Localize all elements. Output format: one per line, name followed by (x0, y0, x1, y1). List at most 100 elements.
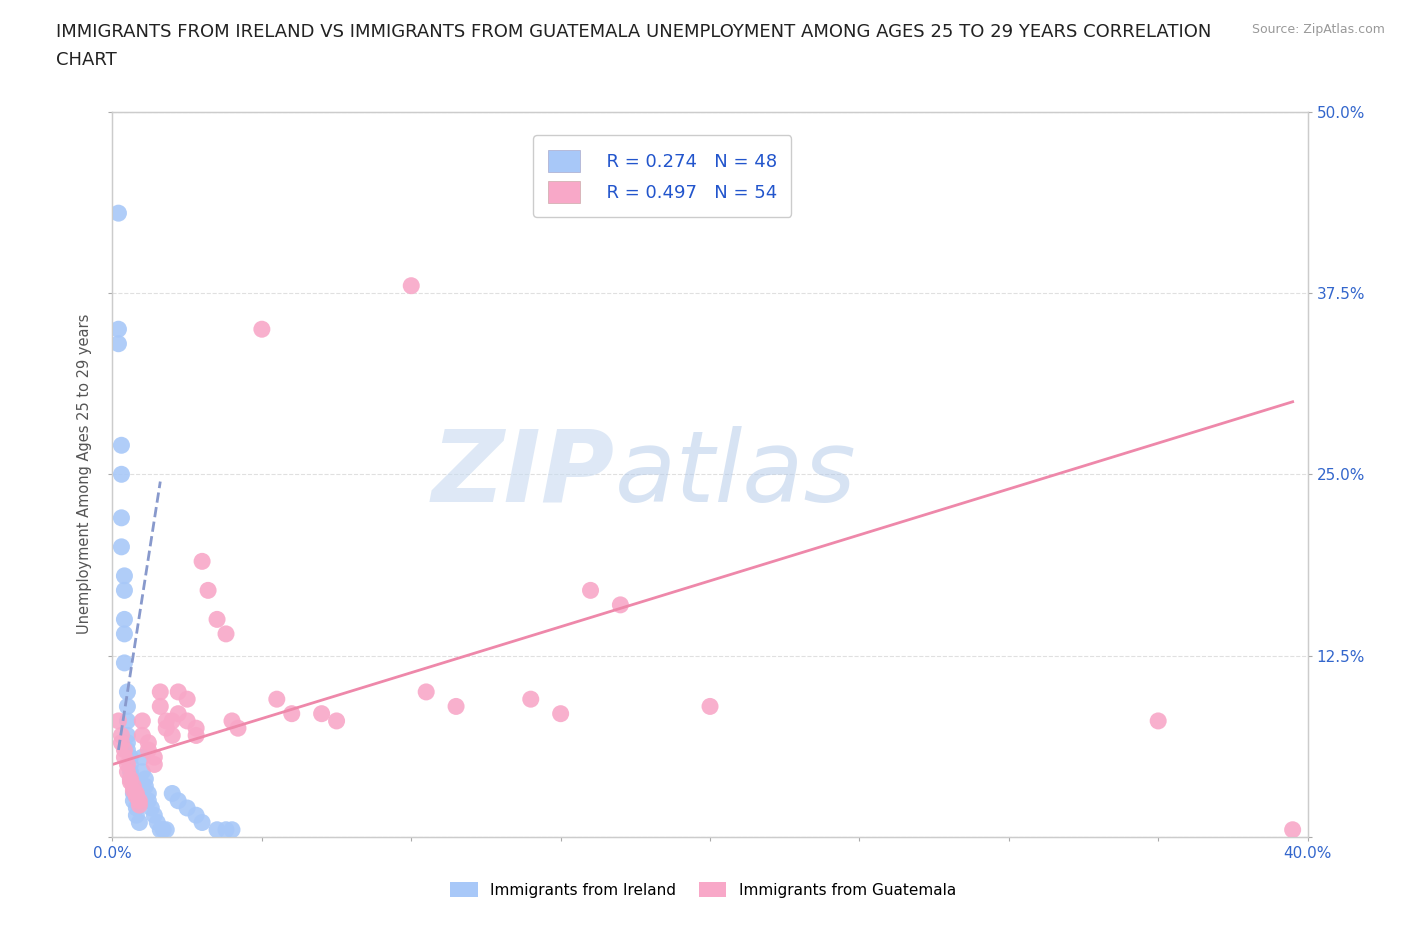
Point (107, 713, 129, 728)
Point (110, 467, 132, 482)
Point (110, 438, 132, 453)
Point (520, 692, 543, 707)
Point (114, 568, 135, 583)
Point (110, 511, 132, 525)
Point (131, 713, 153, 728)
Point (149, 822, 172, 837)
Point (167, 706, 190, 721)
Point (401, 278, 423, 293)
Point (114, 612, 135, 627)
Point (107, 206, 129, 220)
Point (579, 583, 602, 598)
Point (226, 721, 249, 736)
Y-axis label: Unemployment Among Ages 25 to 29 years: Unemployment Among Ages 25 to 29 years (77, 314, 93, 634)
Point (176, 801, 198, 816)
Point (162, 713, 183, 728)
Legend:   R = 0.274   N = 48,   R = 0.497   N = 54: R = 0.274 N = 48, R = 0.497 N = 54 (533, 135, 792, 217)
Point (141, 801, 163, 816)
Point (176, 713, 198, 728)
Point (117, 742, 139, 757)
Point (325, 713, 347, 728)
Point (117, 699, 139, 714)
Point (162, 728, 183, 743)
Point (122, 778, 145, 793)
Point (186, 721, 208, 736)
Point (125, 789, 148, 804)
Point (138, 736, 160, 751)
Point (114, 656, 135, 671)
Point (128, 798, 150, 813)
Point (221, 713, 243, 728)
Point (117, 736, 139, 751)
Point (122, 783, 145, 798)
Point (125, 808, 148, 823)
Point (138, 742, 160, 757)
Point (143, 757, 166, 772)
Point (155, 713, 177, 728)
Point (117, 728, 139, 743)
Point (191, 554, 214, 569)
Legend: Immigrants from Ireland, Immigrants from Guatemala: Immigrants from Ireland, Immigrants from… (444, 875, 962, 904)
Point (415, 684, 437, 699)
Point (1147, 713, 1170, 728)
Point (107, 337, 129, 352)
Point (266, 692, 288, 707)
Point (122, 778, 145, 793)
Point (281, 706, 304, 721)
Point (550, 706, 572, 721)
Point (143, 808, 166, 823)
Point (167, 684, 190, 699)
Point (444, 699, 467, 714)
Text: Source: ZipAtlas.com: Source: ZipAtlas.com (1251, 23, 1385, 36)
Point (205, 612, 228, 627)
Point (134, 778, 156, 793)
Point (128, 793, 150, 808)
Point (120, 772, 142, 787)
Point (149, 684, 172, 699)
Point (138, 786, 160, 801)
Point (107, 322, 129, 337)
Point (125, 801, 148, 816)
Point (120, 757, 142, 772)
Point (155, 822, 177, 837)
Point (155, 721, 177, 736)
Point (149, 699, 172, 714)
Point (134, 772, 156, 787)
Point (205, 822, 228, 837)
Point (110, 736, 132, 751)
Text: CHART: CHART (56, 51, 117, 69)
Point (110, 728, 132, 743)
Point (114, 627, 135, 642)
Point (215, 822, 238, 837)
Point (176, 692, 198, 707)
Point (117, 764, 139, 779)
Point (120, 772, 142, 787)
Point (122, 786, 145, 801)
Point (146, 815, 169, 830)
Point (131, 764, 153, 779)
Point (1281, 822, 1303, 837)
Point (114, 583, 135, 598)
Point (609, 597, 631, 612)
Point (122, 793, 145, 808)
Point (117, 684, 139, 699)
Point (215, 627, 238, 642)
Point (114, 742, 135, 757)
Point (191, 815, 214, 830)
Text: ZIP: ZIP (432, 426, 614, 523)
Point (125, 786, 148, 801)
Point (114, 750, 135, 764)
Text: IMMIGRANTS FROM IRELAND VS IMMIGRANTS FROM GUATEMALA UNEMPLOYMENT AMONG AGES 25 : IMMIGRANTS FROM IRELAND VS IMMIGRANTS FR… (56, 23, 1212, 41)
Point (120, 764, 142, 779)
Point (117, 713, 139, 728)
Point (117, 757, 139, 772)
Point (167, 793, 190, 808)
Point (152, 822, 174, 837)
Point (120, 775, 142, 790)
Point (197, 583, 219, 598)
Point (138, 793, 160, 808)
Point (143, 750, 166, 764)
Point (110, 539, 132, 554)
Point (186, 728, 208, 743)
Point (250, 322, 273, 337)
